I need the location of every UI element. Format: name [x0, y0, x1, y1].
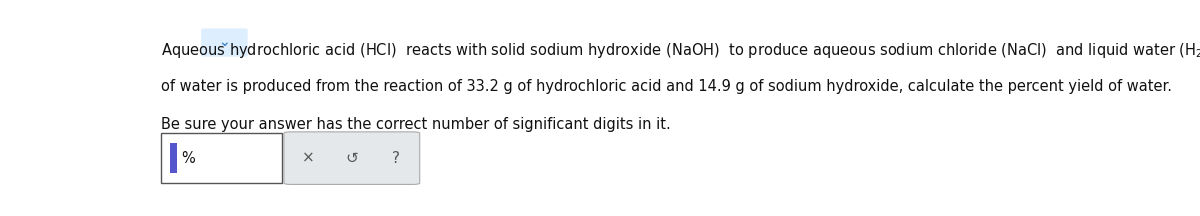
Text: ×: × — [301, 151, 314, 166]
Text: %: % — [181, 151, 196, 166]
Text: ?: ? — [391, 151, 400, 166]
Text: ↺: ↺ — [346, 151, 358, 166]
Text: ⌄: ⌄ — [218, 35, 230, 49]
FancyBboxPatch shape — [202, 29, 247, 57]
FancyBboxPatch shape — [161, 133, 282, 183]
Text: Aqueous hydrochloric acid $\mathregular{(HCl)}$  reacts with solid sodium hydrox: Aqueous hydrochloric acid $\mathregular{… — [161, 41, 1200, 60]
Text: of water is produced from the reaction of 33.2 g of hydrochloric acid and 14.9 g: of water is produced from the reaction o… — [161, 79, 1172, 94]
Text: Be sure your answer has the correct number of significant digits in it.: Be sure your answer has the correct numb… — [161, 118, 671, 132]
FancyBboxPatch shape — [284, 132, 420, 184]
FancyBboxPatch shape — [170, 143, 176, 173]
